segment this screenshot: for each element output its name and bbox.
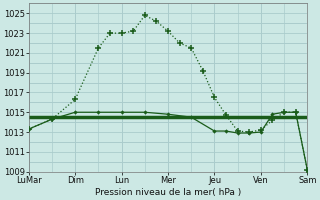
X-axis label: Pression niveau de la mer( hPa ): Pression niveau de la mer( hPa ) [95, 188, 241, 197]
